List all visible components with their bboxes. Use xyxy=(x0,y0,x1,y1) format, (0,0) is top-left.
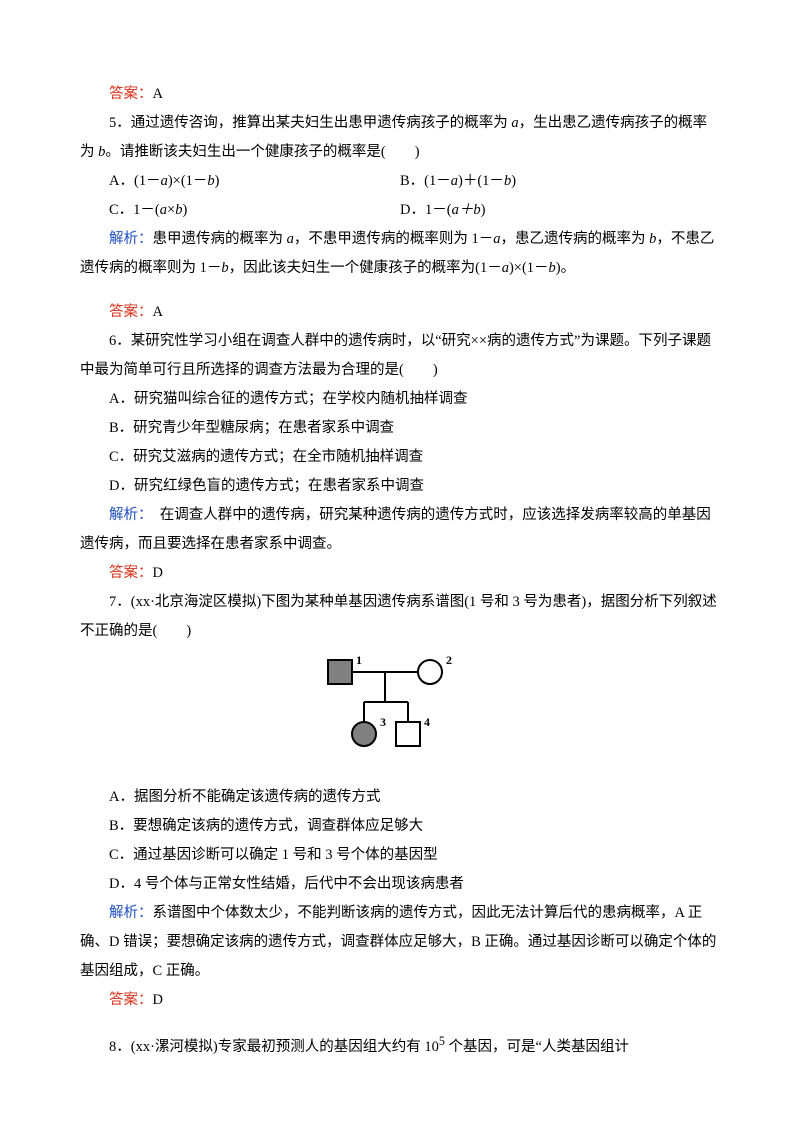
q5-option-d: D．1－(a＋b) xyxy=(400,196,720,225)
q5-optA-b: b xyxy=(207,173,214,189)
q5-stem-part3: 。请推断该夫妇生出一个健康孩子的概率是( ) xyxy=(105,144,419,160)
q7-analysis-text: 系谱图中个体数太少，不能判断该病的遗传方式，因此无法计算后代的患病概率，A 正确… xyxy=(80,905,716,979)
answer-value: D xyxy=(153,992,163,1008)
q5-optB-pre: (1－ xyxy=(424,173,451,189)
analysis-label: 解析： xyxy=(109,231,153,247)
q5-ana-va2: a xyxy=(493,231,500,247)
q5-optC-post: ) xyxy=(182,202,187,218)
svg-text:1: 1 xyxy=(356,654,362,667)
q5-ana-va1: a xyxy=(287,231,294,247)
q6-option-c: C．研究艾滋病的遗传方式；在全市随机抽样调查 xyxy=(80,443,720,472)
svg-text:2: 2 xyxy=(446,654,452,667)
q8-stem: 8．(xx·漯河模拟)专家最初预测人的基因组大约有 105 个基因，可是“人类基… xyxy=(80,1029,720,1062)
q7-option-d: D．4 号个体与正常女性结婚，后代中不会出现该病患者 xyxy=(80,870,720,899)
q7-option-a: A．据图分析不能确定该遗传病的遗传方式 xyxy=(80,783,720,812)
q5-optD-pre: 1－( xyxy=(425,202,452,218)
q5-optA-mid: )×(1－ xyxy=(168,173,208,189)
q5-optB-post: ) xyxy=(511,173,516,189)
q6-option-a: A．研究猫叫综合征的遗传方式；在学校内随机抽样调查 xyxy=(80,385,720,414)
q5-optA-post: ) xyxy=(215,173,220,189)
q6-stem: 6．某研究性学习小组在调查人群中的遗传病时，以“研究××病的遗传方式”为课题。下… xyxy=(80,327,720,385)
q5-options-row1: A．(1－a)×(1－b) B．(1－a)＋(1－b) xyxy=(80,167,720,196)
answer-previous: 答案：A xyxy=(80,80,720,109)
q5-var-a: a xyxy=(511,115,518,131)
q5-ana-2: ，不患甲遗传病的概率则为 1－ xyxy=(294,231,493,247)
pedigree-svg: 1 2 3 4 xyxy=(300,654,500,764)
answer-value: A xyxy=(153,304,163,320)
q5-optD-b: b xyxy=(473,202,480,218)
q5-optC-tag: C． xyxy=(109,202,133,218)
answer-value: D xyxy=(153,565,163,581)
q5-option-a: A．(1－a)×(1－b) xyxy=(80,167,400,196)
q6-analysis: 解析： 在调查人群中的遗传病，研究某种遗传病的遗传方式时，应该选择发病率较高的单… xyxy=(80,501,720,559)
q8-stem-a: 8．(xx·漯河模拟)专家最初预测人的基因组大约有 10 xyxy=(109,1039,439,1055)
q5-analysis: 解析：患甲遗传病的概率为 a，不患甲遗传病的概率则为 1－a，患乙遗传病的概率为… xyxy=(80,225,720,283)
answer-label: 答案： xyxy=(109,992,153,1008)
q6-option-d: D．研究红绿色盲的遗传方式；在患者家系中调查 xyxy=(80,472,720,501)
answer-label: 答案： xyxy=(109,565,153,581)
q5-optA-a: a xyxy=(161,173,168,189)
analysis-label: 解析： xyxy=(109,905,153,921)
q5-ana-6: )×(1－ xyxy=(509,260,549,276)
q5-optB-mid: )＋(1－ xyxy=(458,173,504,189)
q5-optC-pre: 1－( xyxy=(133,202,160,218)
q5-optA-pre: (1－ xyxy=(134,173,161,189)
q5-stem: 5．通过遗传咨询，推算出某夫妇生出患甲遗传病孩子的概率为 a，生出患乙遗传病孩子… xyxy=(80,109,720,167)
q5-optC-a: a xyxy=(160,202,167,218)
q7-stem: 7．(xx·北京海淀区模拟)下图为某种单基因遗传病系谱图(1 号和 3 号为患者… xyxy=(80,588,720,646)
q6-option-b: B．研究青少年型糖尿病；在患者家系中调查 xyxy=(80,414,720,443)
q7-option-b: B．要想确定该病的遗传方式，调查群体应足够大 xyxy=(80,812,720,841)
q8-stem-b: 个基因，可是“人类基因组计 xyxy=(445,1039,629,1055)
q7-analysis: 解析：系谱图中个体数太少，不能判断该病的遗传方式，因此无法计算后代的患病概率，A… xyxy=(80,899,720,986)
q5-optD-tag: D． xyxy=(400,202,425,218)
q5-ana-1: 患甲遗传病的概率为 xyxy=(153,231,287,247)
q5-options-row2: C．1－(a×b) D．1－(a＋b) xyxy=(80,196,720,225)
q5-option-c: C．1－(a×b) xyxy=(80,196,400,225)
answer-label: 答案： xyxy=(109,304,153,320)
q7-pedigree: 1 2 3 4 xyxy=(80,654,720,775)
analysis-label: 解析： xyxy=(109,507,145,523)
q6-analysis-text: 在调查人群中的遗传病，研究某种遗传病的遗传方式时，应该选择发病率较高的单基因遗传… xyxy=(80,507,711,552)
q6-answer: 答案：D xyxy=(80,559,720,588)
q5-optC-mid: × xyxy=(167,202,175,218)
q5-ana-5: ，因此该夫妇生一个健康孩子的概率为(1－ xyxy=(229,260,502,276)
q7-answer: 答案：D xyxy=(80,986,720,1015)
q5-optD-mid: ＋ xyxy=(459,202,474,218)
answer-value: A xyxy=(153,86,163,102)
q5-ana-vb3: b xyxy=(549,260,556,276)
q5-ana-vb2: b xyxy=(221,260,228,276)
q5-ana-va3: a xyxy=(502,260,509,276)
q5-optD-post: ) xyxy=(481,202,486,218)
q7-option-c: C．通过基因诊断可以确定 1 号和 3 号个体的基因型 xyxy=(80,841,720,870)
q5-ana-7: )。 xyxy=(556,260,575,276)
q5-optA-tag: A． xyxy=(109,173,134,189)
q5-optB-a: a xyxy=(451,173,458,189)
q5-ana-3: ，患乙遗传病的概率为 xyxy=(501,231,650,247)
q5-optB-tag: B． xyxy=(400,173,424,189)
q5-stem-part1: 5．通过遗传咨询，推算出某夫妇生出患甲遗传病孩子的概率为 xyxy=(109,115,511,131)
q5-option-b: B．(1－a)＋(1－b) xyxy=(400,167,720,196)
q5-answer: 答案：A xyxy=(80,298,720,327)
svg-text:4: 4 xyxy=(424,715,430,729)
svg-text:3: 3 xyxy=(380,715,386,729)
answer-label: 答案： xyxy=(109,86,153,102)
q5-optD-a: a xyxy=(452,202,459,218)
